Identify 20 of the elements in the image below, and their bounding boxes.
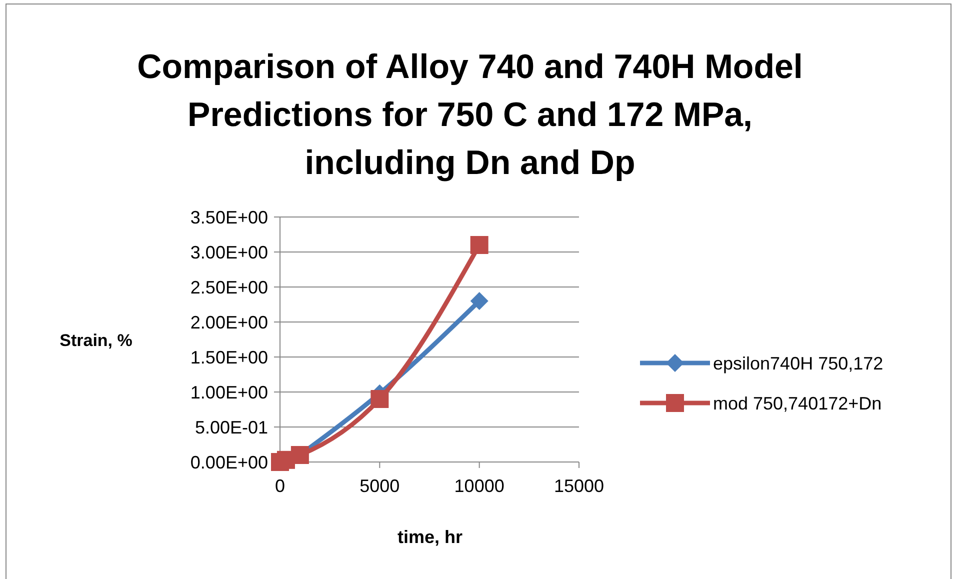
chart-title: Comparison of Alloy 740 and 740H Model Predictions for 750 C and 172 MPa, including Dn and Dp bbox=[137, 48, 803, 182]
y-tick-label: 3.50E+00 bbox=[190, 207, 268, 228]
y-axis-title: Strain, % bbox=[60, 331, 132, 350]
point bbox=[470, 292, 488, 310]
y-tick-label: 2.50E+00 bbox=[190, 277, 268, 298]
y-tick-label: 1.50E+00 bbox=[190, 347, 268, 368]
y-tick-label: 5.00E-01 bbox=[194, 417, 268, 438]
point bbox=[370, 390, 389, 408]
y-tick-label: 0.00E+00 bbox=[190, 452, 268, 472]
y-tick-label: 2.00E+00 bbox=[190, 312, 268, 332]
y-tick-label: 1.00E+00 bbox=[190, 382, 268, 402]
legend-label: epsilon740H 750,172 bbox=[713, 353, 884, 374]
point bbox=[470, 236, 488, 254]
legend-label: mod 750,740172+Dn bbox=[713, 393, 882, 414]
y-tick-label: 3.00E+00 bbox=[190, 242, 268, 262]
x-axis-title: time, hr bbox=[397, 527, 463, 547]
x-tick-label: 0 bbox=[274, 476, 286, 496]
x-tick-label: 10000 bbox=[454, 476, 504, 496]
x-tick-label: 15000 bbox=[554, 476, 604, 496]
x-tick-label: 5000 bbox=[360, 476, 400, 496]
